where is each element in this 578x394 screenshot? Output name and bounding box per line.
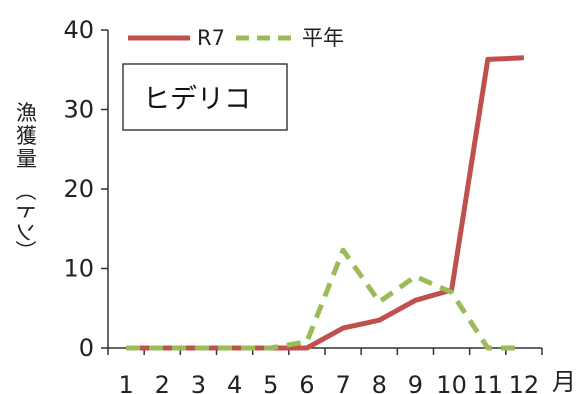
legend-label-r7: R7 xyxy=(197,26,225,50)
y-tick-label: 20 xyxy=(63,175,94,203)
y-tick-label: 30 xyxy=(63,96,94,124)
y-axis-char-kaku: 獲 xyxy=(16,124,37,148)
y-tick-label: 0 xyxy=(79,334,94,362)
series-line-0 xyxy=(126,55,525,351)
x-axis-unit: 月 xyxy=(552,368,576,394)
x-tick-label: 3 xyxy=(191,371,206,394)
species-label: ヒデリコ xyxy=(143,84,251,115)
y-tick-label: 10 xyxy=(63,255,94,283)
annotation-frame xyxy=(122,63,288,131)
x-tick-label: 1 xyxy=(118,371,133,394)
x-tick-label: 10 xyxy=(436,371,467,394)
x-tick-label: 8 xyxy=(372,371,387,394)
x-tick-label: 12 xyxy=(509,371,540,394)
species-annotation-box: ヒデリコ xyxy=(122,63,288,131)
y-axis-char-to: ト xyxy=(13,200,37,221)
series-line-1 xyxy=(126,247,524,351)
x-tick-label: 4 xyxy=(227,371,242,394)
y-axis-title: 漁 獲 量 （ ト ン ） xyxy=(13,101,37,261)
x-tick-label: 9 xyxy=(408,371,423,394)
y-tick-label: 40 xyxy=(63,16,94,44)
legend: R7 平年 xyxy=(128,26,344,50)
y-axis-paren-open: （ xyxy=(13,180,37,201)
x-tick-label: 6 xyxy=(299,371,314,394)
x-tick-label: 11 xyxy=(472,371,503,394)
y-axis-char-ryo: 量 xyxy=(16,147,37,171)
x-tick-label: 2 xyxy=(155,371,170,394)
x-tick-label: 7 xyxy=(335,371,350,394)
legend-label-heinen: 平年 xyxy=(302,26,344,50)
y-axis-char-gyo: 漁 xyxy=(16,101,37,125)
x-tick-label: 5 xyxy=(263,371,278,394)
y-axis-paren-close: ） xyxy=(13,240,37,261)
y-axis-char-n: ン xyxy=(13,221,37,242)
